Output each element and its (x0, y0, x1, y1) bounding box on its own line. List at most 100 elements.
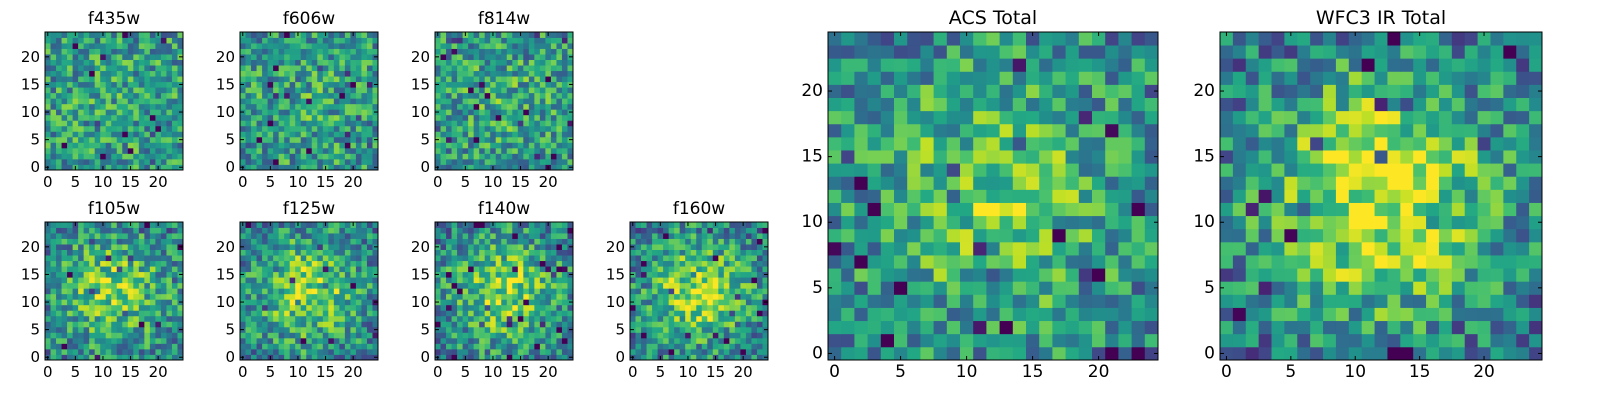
heatmap-cell (556, 43, 563, 49)
heatmap-cell (484, 271, 491, 278)
heatmap-cell (67, 81, 73, 88)
heatmap-cell (960, 189, 974, 203)
heatmap-cell (646, 260, 653, 267)
heatmap-cell (127, 43, 134, 49)
heatmap-cell (451, 326, 458, 333)
heatmap-cell (435, 120, 441, 127)
heatmap-cell (67, 282, 73, 289)
heatmap-cell (630, 310, 636, 317)
heatmap-cell (907, 163, 921, 177)
heatmap-cell (372, 310, 379, 317)
heatmap-cell (105, 332, 112, 339)
heatmap-cell (740, 348, 747, 355)
heatmap-cell (446, 255, 452, 262)
heatmap-cell (668, 260, 675, 267)
heatmap-cell (641, 282, 647, 289)
heatmap-cell (311, 153, 318, 160)
heatmap-cell (1026, 241, 1040, 256)
heatmap-cell (284, 271, 291, 278)
heatmap-cell (160, 244, 167, 250)
heatmap-cell (685, 271, 692, 278)
heatmap-cell (745, 299, 752, 306)
heatmap-cell (690, 293, 697, 300)
heatmap-cell (1039, 202, 1053, 217)
heatmap-cell (149, 354, 156, 361)
heatmap-cell (366, 337, 373, 344)
heatmap-cell (361, 326, 368, 333)
heatmap-cell (933, 202, 948, 217)
heatmap-cell (251, 266, 257, 273)
heatmap-cell (177, 266, 184, 273)
heatmap-cell (1012, 189, 1027, 203)
heatmap-cell (256, 131, 263, 138)
heatmap-cell (328, 244, 335, 250)
heatmap-cell (641, 277, 647, 284)
heatmap-cell (446, 304, 452, 311)
heatmap-cell (517, 37, 524, 44)
heatmap-cell (289, 48, 296, 55)
heatmap-cell (635, 266, 642, 273)
heatmap-cell (311, 43, 318, 49)
heatmap-cell (78, 37, 85, 44)
heatmap-cell (328, 92, 335, 99)
heatmap-cell (45, 125, 51, 132)
heatmap-cell (56, 244, 62, 250)
heatmap-cell (67, 260, 73, 267)
heatmap-cell (171, 255, 178, 262)
heatmap-cell (1092, 346, 1106, 361)
heatmap-cell (295, 103, 302, 110)
heatmap-cell (111, 282, 118, 289)
heatmap-cell (122, 222, 129, 228)
heatmap-cell (361, 249, 368, 256)
heatmap-cell (534, 343, 541, 350)
heatmap-cell (311, 48, 318, 55)
plot-frame (44, 221, 184, 361)
heatmap-cell (333, 109, 340, 116)
heatmap-cell (550, 326, 557, 333)
heatmap-cell (289, 109, 296, 116)
heatmap-cell (556, 266, 563, 273)
heatmap-cell (149, 114, 156, 121)
heatmap-cell (561, 299, 568, 306)
heatmap-cell (289, 255, 296, 262)
heatmap-cell (867, 202, 882, 217)
heatmap-cell (372, 87, 379, 94)
heatmap-cell (339, 120, 346, 127)
heatmap-cell (149, 81, 156, 88)
heatmap-cell (311, 32, 318, 38)
heatmap-cell (122, 164, 129, 171)
y-tick-label: 15 (216, 265, 235, 283)
heatmap-cell (451, 249, 458, 256)
heatmap-cell (986, 176, 1000, 190)
heatmap-cell (440, 87, 447, 94)
heatmap-cell (567, 92, 574, 99)
heatmap-cell (556, 337, 563, 344)
heatmap-cell (451, 293, 458, 300)
heatmap-cell (89, 158, 96, 165)
heatmap-cell (473, 244, 480, 250)
heatmap-cell (854, 202, 868, 217)
heatmap-cell (550, 65, 557, 72)
heatmap-cell (267, 76, 274, 83)
heatmap-cell (729, 293, 736, 300)
heatmap-cell (435, 92, 441, 99)
heatmap-cell (339, 81, 346, 88)
heatmap-cell (306, 288, 313, 295)
heatmap-cell (457, 343, 463, 350)
heatmap-cell (679, 222, 686, 228)
heatmap-cell (635, 227, 642, 234)
heatmap-cell (1144, 202, 1159, 217)
heatmap-cell (512, 114, 519, 121)
heatmap-cell (339, 92, 346, 99)
heatmap-cell (160, 315, 167, 322)
heatmap-cell (501, 87, 508, 94)
heatmap-cell (550, 43, 557, 49)
heatmap-cell (100, 87, 107, 94)
heatmap-cell (484, 293, 491, 300)
heatmap-cell (561, 282, 568, 289)
heatmap-cell (723, 337, 730, 344)
heatmap-cell (479, 304, 486, 311)
heatmap-cell (440, 103, 447, 110)
heatmap-cell (468, 59, 475, 66)
heatmap-cell (256, 125, 263, 132)
